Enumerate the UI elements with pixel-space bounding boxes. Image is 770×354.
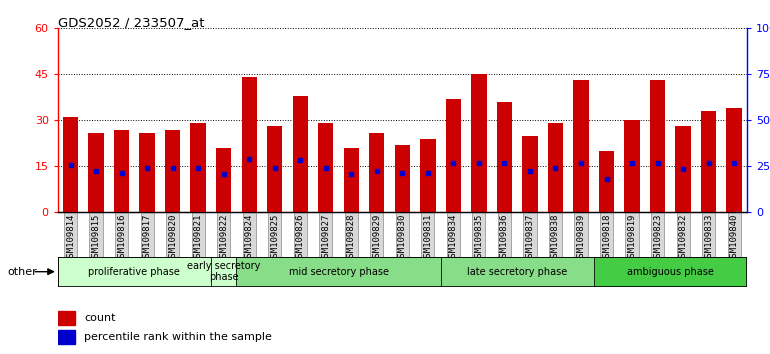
- Bar: [318, 124, 333, 212]
- Bar: [216, 148, 231, 212]
- Text: count: count: [84, 313, 116, 323]
- Bar: [293, 96, 308, 212]
- Bar: [267, 126, 283, 212]
- Bar: [599, 151, 614, 212]
- Bar: [190, 124, 206, 212]
- Bar: [726, 108, 742, 212]
- Bar: [236, 257, 440, 287]
- Text: mid secretory phase: mid secretory phase: [289, 267, 389, 277]
- Bar: [89, 133, 104, 212]
- Bar: [497, 102, 512, 212]
- Bar: [420, 139, 436, 212]
- Bar: [395, 145, 410, 212]
- Bar: [522, 136, 537, 212]
- Bar: [594, 257, 747, 287]
- Text: GDS2052 / 233507_at: GDS2052 / 233507_at: [58, 16, 204, 29]
- Bar: [369, 133, 384, 212]
- Text: late secretory phase: late secretory phase: [467, 267, 567, 277]
- Bar: [114, 130, 129, 212]
- Bar: [701, 111, 716, 212]
- Bar: [650, 80, 665, 212]
- Bar: [547, 124, 563, 212]
- Bar: [446, 99, 461, 212]
- Bar: [675, 126, 691, 212]
- Bar: [165, 130, 180, 212]
- Text: percentile rank within the sample: percentile rank within the sample: [84, 332, 272, 342]
- Bar: [211, 257, 236, 287]
- Bar: [242, 78, 257, 212]
- Bar: [574, 80, 588, 212]
- Bar: [58, 257, 211, 287]
- Bar: [58, 330, 75, 343]
- Bar: [624, 120, 640, 212]
- Bar: [471, 74, 487, 212]
- Text: other: other: [8, 267, 38, 277]
- Text: proliferative phase: proliferative phase: [89, 267, 180, 277]
- Bar: [440, 257, 594, 287]
- Text: early secretory
phase: early secretory phase: [187, 261, 260, 282]
- Bar: [58, 312, 75, 325]
- Bar: [343, 148, 359, 212]
- Bar: [63, 117, 79, 212]
- Text: ambiguous phase: ambiguous phase: [627, 267, 714, 277]
- Bar: [139, 133, 155, 212]
